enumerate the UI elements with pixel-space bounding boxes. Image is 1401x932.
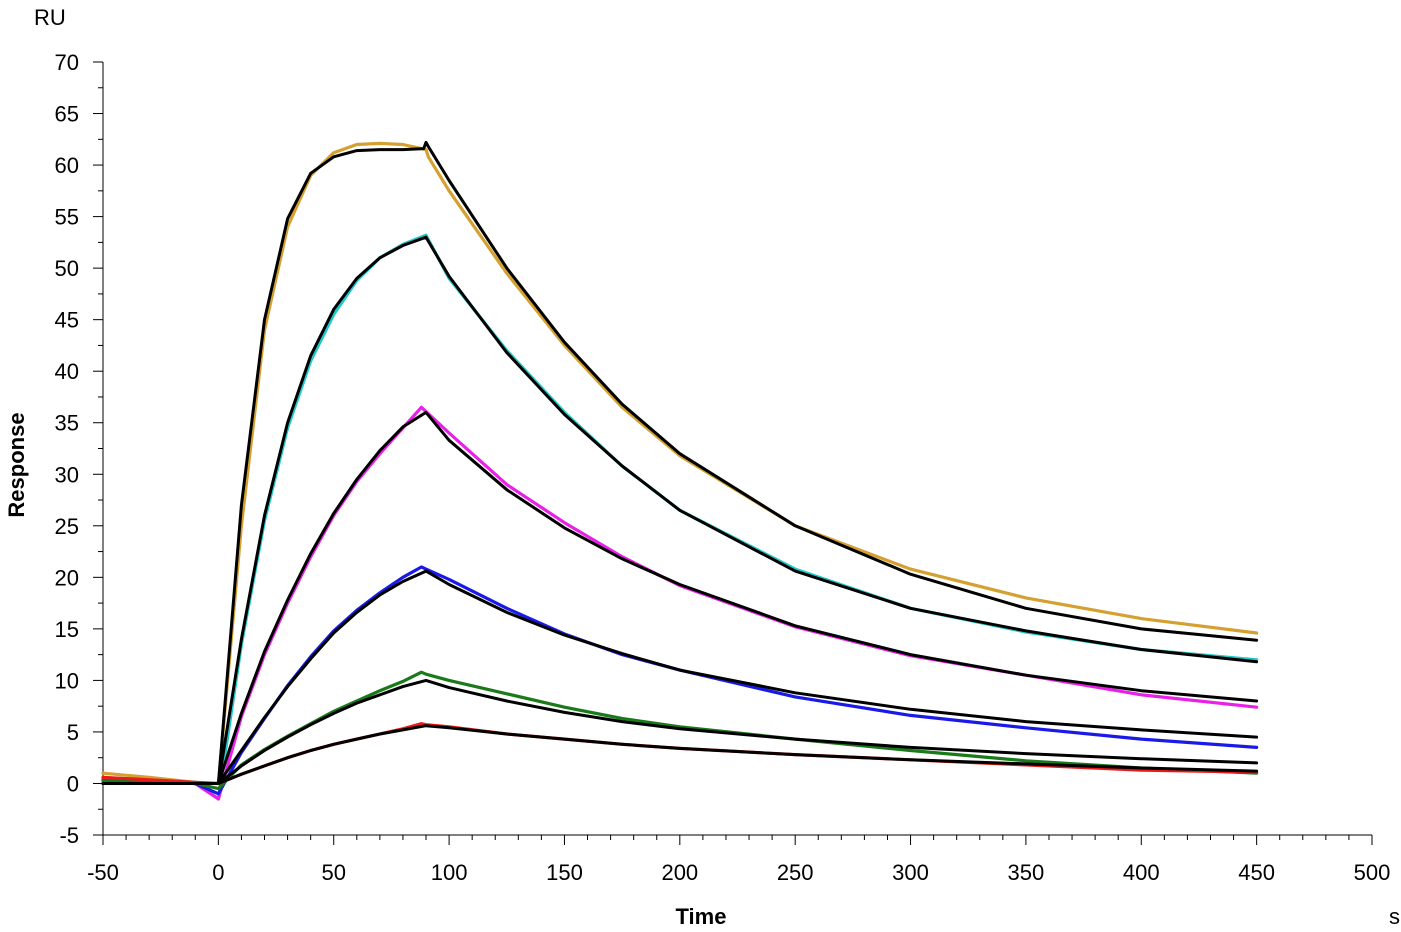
x-tick-label: 400 [1123, 860, 1160, 885]
x-axis-title: Time [676, 904, 727, 929]
series-lines [101, 140, 1259, 801]
series-line-4 [101, 565, 1259, 796]
x-tick-label: -50 [87, 860, 119, 885]
y-tick-label: 60 [55, 153, 79, 178]
x-tick-label: 300 [892, 860, 929, 885]
y-tick-label: 35 [55, 411, 79, 436]
x-tick-label: 500 [1354, 860, 1391, 885]
x-tick-label: 100 [431, 860, 468, 885]
x-tick-label: 150 [546, 860, 583, 885]
x-unit-label: s [1389, 904, 1400, 929]
y-tick-label: 5 [67, 720, 79, 745]
series-line-5 [101, 670, 1259, 791]
y-unit-label: RU [34, 5, 66, 30]
y-tick-label: -5 [59, 823, 79, 848]
y-axis-title: Response [4, 412, 29, 517]
x-tick-label: 200 [661, 860, 698, 885]
y-tick-label: 50 [55, 256, 79, 281]
x-tick-label: 50 [321, 860, 345, 885]
series-line-9 [101, 410, 1259, 785]
y-tick-label: 55 [55, 205, 79, 230]
y-tick-label: 25 [55, 514, 79, 539]
y-tick-label: 70 [55, 50, 79, 75]
series-line-10 [101, 569, 1259, 785]
x-tick-label: 350 [1008, 860, 1045, 885]
x-tick-label: 0 [212, 860, 224, 885]
y-tick-label: 10 [55, 668, 79, 693]
y-tick-label: 15 [55, 617, 79, 642]
y-tick-label: 40 [55, 359, 79, 384]
series-line-7 [101, 140, 1259, 785]
y-tick-label: 20 [55, 565, 79, 590]
y-tick-label: 0 [67, 771, 79, 796]
y-tick-label: 45 [55, 308, 79, 333]
series-line-11 [101, 678, 1259, 785]
y-tick-label: 65 [55, 102, 79, 127]
series-line-2 [101, 233, 1259, 801]
x-tick-label: 250 [777, 860, 814, 885]
x-tick-label: 450 [1238, 860, 1275, 885]
series-line-8 [101, 235, 1259, 785]
y-tick-label: 30 [55, 462, 79, 487]
series-line-12 [101, 724, 1259, 785]
